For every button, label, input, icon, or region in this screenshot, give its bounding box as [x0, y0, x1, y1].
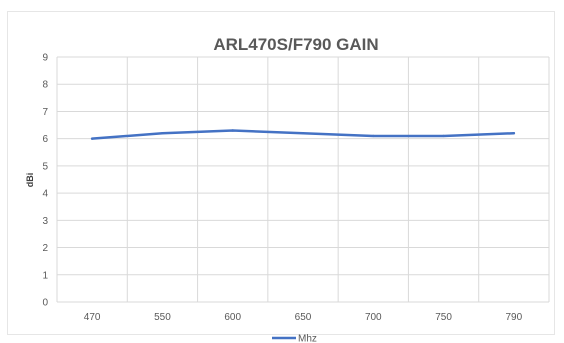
data-point — [161, 132, 164, 135]
y-axis-ticks: 0 1 2 3 4 5 6 7 8 9 — [42, 53, 48, 309]
gridlines — [56, 56, 550, 303]
y-tick-label: 5 — [42, 161, 48, 172]
chart-title: ARL470S/F790 GAIN — [213, 35, 378, 54]
data-point — [442, 134, 445, 138]
data-point — [90, 137, 94, 140]
series-line-mhz — [90, 129, 516, 140]
y-tick-label: 3 — [42, 216, 48, 227]
x-axis-ticks: 470 550 600 650 700 750 790 — [84, 312, 523, 323]
y-tick-label: 8 — [42, 80, 48, 91]
y-tick-label: 9 — [42, 53, 48, 64]
x-tick-label: 750 — [435, 312, 452, 323]
x-tick-label: 600 — [224, 312, 241, 323]
y-tick-label: 6 — [42, 134, 48, 145]
legend-label-mhz: Mhz — [298, 334, 317, 343]
x-tick-label: 700 — [365, 312, 382, 323]
data-point — [231, 129, 234, 132]
x-tick-label: 550 — [154, 312, 171, 323]
y-axis-label: dBi — [25, 173, 35, 188]
data-point — [301, 132, 305, 135]
data-point — [372, 134, 375, 138]
y-tick-label: 7 — [42, 107, 48, 118]
y-tick-label: 0 — [42, 298, 48, 309]
x-tick-label: 470 — [84, 312, 101, 323]
x-tick-label: 790 — [506, 312, 523, 323]
legend: Mhz — [272, 334, 317, 343]
data-point — [512, 132, 516, 135]
y-tick-label: 1 — [42, 270, 48, 281]
chart-frame — [7, 11, 555, 335]
series-lines — [90, 129, 516, 140]
y-tick-label: 4 — [42, 189, 48, 200]
x-tick-label: 650 — [295, 312, 312, 323]
y-tick-label: 2 — [42, 243, 48, 254]
